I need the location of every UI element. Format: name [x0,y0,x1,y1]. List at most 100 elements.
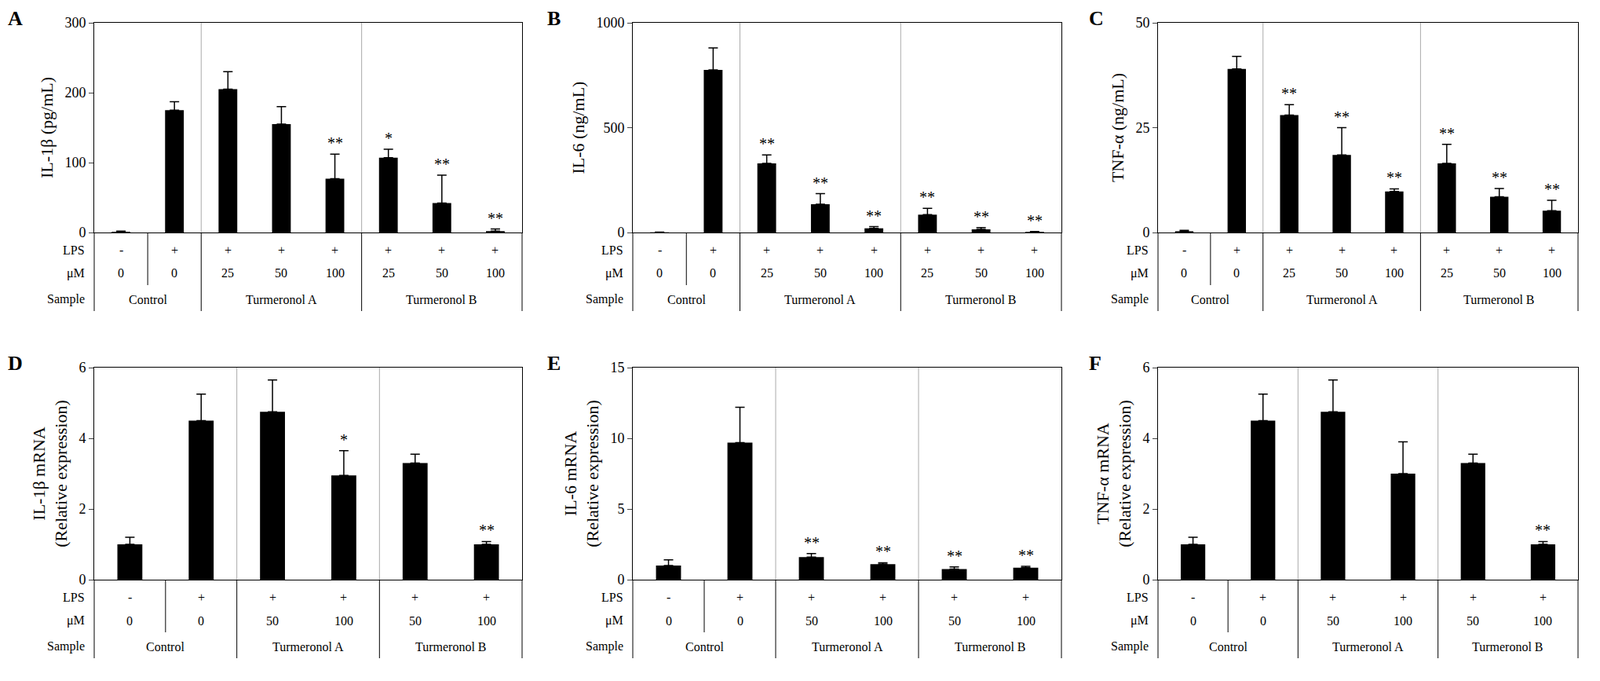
svg-text:+: + [197,590,205,604]
svg-text:0: 0 [617,571,625,588]
svg-text:100: 100 [873,613,893,628]
svg-text:*: * [384,129,393,147]
svg-text:-: - [127,590,132,604]
svg-text:50: 50 [948,613,961,628]
svg-text:0: 0 [737,613,744,628]
svg-text:Control: Control [667,292,706,307]
svg-text:μM: μM [605,266,624,281]
svg-text:0: 0 [1233,266,1240,280]
svg-text:+: + [709,243,717,257]
svg-text:25: 25 [1282,266,1296,280]
svg-text:+: + [1539,590,1547,604]
svg-text:**: ** [1439,124,1455,143]
svg-text:Turmeronol B: Turmeronol B [1472,639,1544,654]
svg-text:**: ** [875,542,892,560]
svg-text:Control: Control [128,292,168,307]
svg-text:100: 100 [1016,613,1036,628]
svg-text:LPS: LPS [601,590,624,604]
svg-text:50: 50 [1326,613,1340,628]
svg-text:25: 25 [760,266,774,280]
svg-text:+: + [224,243,232,257]
svg-text:25: 25 [1440,266,1454,280]
svg-text:-: - [666,590,671,604]
svg-text:Turmeronol B: Turmeronol B [954,639,1027,654]
svg-text:0: 0 [1260,613,1267,628]
svg-text:D: D [7,351,23,375]
svg-text:100: 100 [864,266,884,280]
svg-text:0: 0 [656,266,663,280]
svg-text:IL-6 mRNA(Relative expression): IL-6 mRNA(Relative expression) [560,399,603,548]
svg-text:0: 0 [78,571,86,588]
svg-text:100: 100 [1025,266,1045,280]
svg-text:+: + [763,243,771,257]
svg-text:+: + [1338,243,1346,257]
svg-text:+: + [1030,243,1038,257]
svg-text:50: 50 [1335,266,1348,280]
svg-text:25: 25 [382,266,395,280]
svg-text:50: 50 [435,266,449,280]
svg-text:**: ** [803,533,820,552]
svg-text:200: 200 [64,84,86,101]
svg-text:Turmeronol B: Turmeronol B [405,292,478,307]
svg-text:IL-6 (ng/mL): IL-6 (ng/mL) [568,81,589,175]
svg-text:6: 6 [1142,359,1150,376]
svg-text:Turmeronol A: Turmeronol A [1332,639,1404,654]
svg-text:50: 50 [975,266,988,280]
svg-text:**: ** [759,135,775,153]
svg-text:**: ** [487,209,504,227]
svg-text:50: 50 [409,613,422,628]
svg-text:F: F [1088,351,1102,375]
svg-text:50: 50 [274,266,288,280]
svg-text:+: + [1233,243,1241,257]
svg-text:IL-1β mRNA(Relative expression: IL-1β mRNA(Relative expression) [29,399,72,548]
svg-text:0: 0 [665,613,673,628]
svg-text:300: 300 [64,14,86,31]
svg-text:LPS: LPS [62,590,85,604]
svg-text:Control: Control [685,639,724,654]
svg-text:+: + [1495,243,1503,257]
svg-text:50: 50 [1466,613,1480,628]
svg-text:0: 0 [1180,266,1188,280]
svg-text:TNF-α mRNA(Relative expression: TNF-α mRNA(Relative expression) [1092,399,1136,548]
svg-text:4: 4 [78,430,86,446]
svg-text:**: ** [1018,546,1034,564]
svg-text:+: + [1329,590,1337,604]
svg-text:μM: μM [66,266,85,281]
svg-text:0: 0 [117,266,125,280]
svg-text:+: + [977,243,985,257]
svg-text:+: + [1285,243,1294,257]
svg-text:+: + [807,590,815,604]
svg-text:+: + [1469,590,1477,604]
svg-text:100: 100 [64,154,86,171]
svg-text:100: 100 [1533,613,1553,628]
svg-text:0: 0 [1190,613,1197,628]
svg-text:0: 0 [171,266,178,280]
svg-text:μM: μM [66,613,85,628]
svg-text:**: ** [1544,180,1560,198]
svg-text:E: E [547,351,561,375]
svg-text:+: + [482,590,490,604]
svg-text:1000: 1000 [595,14,625,31]
svg-text:**: ** [434,155,450,173]
svg-text:0: 0 [197,613,205,628]
svg-text:6: 6 [78,359,86,376]
svg-text:50: 50 [805,613,819,628]
svg-text:0: 0 [126,613,133,628]
svg-text:IL-1β (pg/mL): IL-1β (pg/mL) [36,76,57,179]
svg-text:2: 2 [78,500,86,517]
svg-text:+: + [1022,590,1030,604]
svg-text:4: 4 [1142,430,1150,446]
svg-text:+: + [438,243,446,257]
svg-text:A: A [7,7,23,30]
svg-text:100: 100 [477,613,497,628]
svg-text:+: + [331,243,339,257]
svg-text:100: 100 [1384,266,1404,280]
svg-text:C: C [1088,7,1104,30]
svg-text:0: 0 [1142,224,1150,241]
svg-text:-: - [1190,590,1195,604]
svg-text:**: ** [1491,168,1508,187]
svg-text:2: 2 [1142,500,1150,517]
svg-text:+: + [816,243,824,257]
svg-text:+: + [171,243,179,257]
svg-text:Turmeronol A: Turmeronol A [784,292,856,307]
